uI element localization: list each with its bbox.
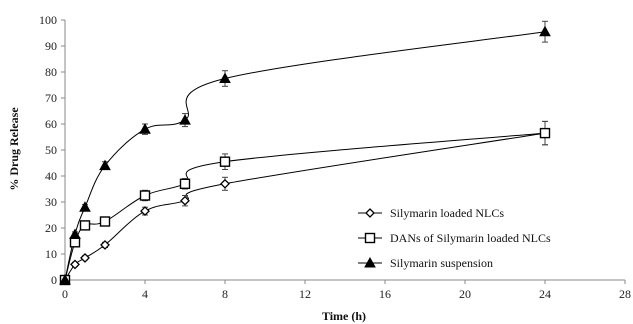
series-line (64, 132, 546, 281)
y-tick-label: 20 (45, 221, 57, 235)
legend-label: Silymarin loaded NLCs (390, 206, 504, 220)
series-markers-group (59, 20, 551, 286)
data-point (219, 72, 231, 83)
data-point (140, 206, 150, 217)
data-point (539, 25, 551, 37)
x-tick-label: 28 (619, 287, 631, 301)
x-tick-label: 8 (222, 287, 228, 301)
y-tick-label: 40 (45, 169, 57, 183)
data-point (69, 237, 81, 248)
legend-label: Silymarin suspension (390, 256, 493, 270)
data-point (179, 178, 191, 190)
x-axis-title: Time (h) (322, 309, 366, 323)
legend-marker (365, 208, 375, 218)
series-line (64, 31, 546, 281)
y-tick-label: 90 (45, 39, 57, 53)
y-tick-label: 30 (45, 195, 57, 209)
legend-marker (364, 232, 376, 244)
data-point (139, 190, 151, 201)
data-point (220, 178, 230, 189)
data-point (80, 252, 90, 263)
data-point (139, 123, 151, 134)
x-tick-label: 24 (539, 287, 551, 301)
data-point (69, 228, 81, 239)
y-tick-label: 0 (51, 273, 57, 287)
y-tick-label: 70 (45, 91, 57, 105)
legend: Silymarin loaded NLCs DANs of Silymarin l… (352, 200, 622, 276)
data-point (219, 156, 231, 167)
legend-marker (364, 256, 376, 268)
data-point (99, 216, 111, 227)
x-tick-label: 4 (142, 287, 148, 301)
x-tick-label: 16 (379, 287, 391, 301)
y-axis-title: % Drug Release (7, 107, 21, 191)
x-tick-label: 12 (299, 287, 311, 301)
data-point (79, 220, 91, 231)
y-tick-label: 10 (45, 247, 57, 261)
legend-label: DANs of Silymarin loaded NLCs (390, 231, 551, 245)
data-point (59, 273, 71, 285)
data-point (70, 259, 80, 270)
data-point (179, 114, 191, 125)
data-point (539, 127, 551, 139)
data-point (79, 201, 91, 212)
x-tick-label: 0 (62, 287, 68, 301)
data-point (99, 159, 111, 171)
data-point (100, 239, 110, 250)
x-tick-label: 20 (459, 287, 471, 301)
axes-group: 0 10 20 30 40 50 60 70 80 90 100 0 4 8 12 16 20 24 28 (39, 13, 631, 301)
legend-box (352, 200, 622, 276)
y-tick-label: 80 (45, 65, 57, 79)
y-tick-label: 100 (39, 13, 57, 27)
data-point (180, 195, 190, 206)
y-tick-label: 50 (45, 143, 57, 157)
y-tick-label: 60 (45, 117, 57, 131)
